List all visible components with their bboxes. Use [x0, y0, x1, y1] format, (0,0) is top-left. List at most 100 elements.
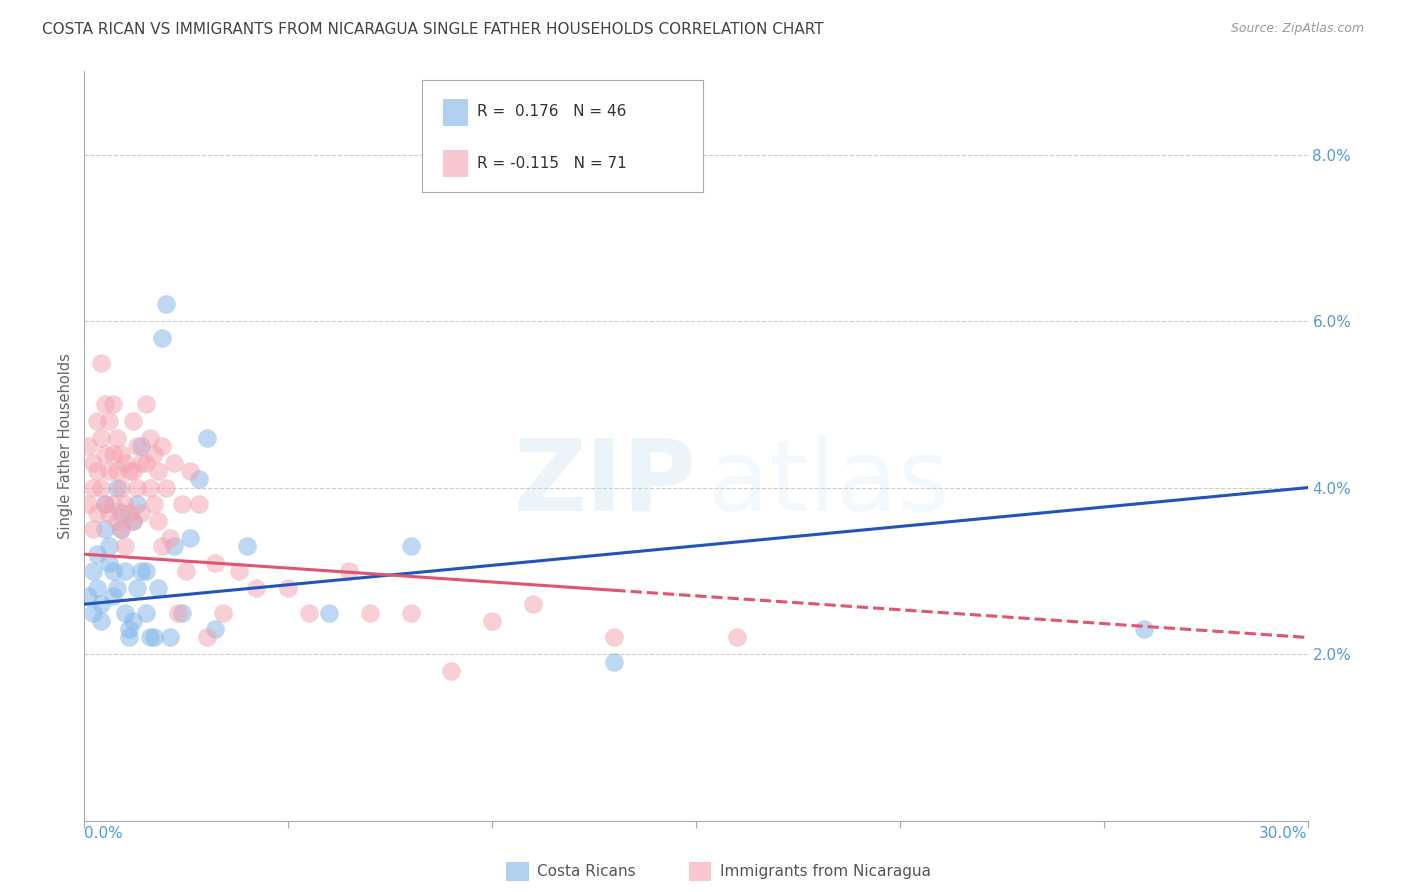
Point	[105, 431, 128, 445]
Point	[172, 606, 194, 620]
Point	[97, 506, 120, 520]
Point	[142, 447, 165, 461]
Point	[522, 597, 544, 611]
Point	[122, 614, 145, 628]
Point	[187, 497, 209, 511]
Point	[110, 447, 132, 461]
Point	[82, 606, 104, 620]
Point	[195, 431, 218, 445]
Point	[174, 564, 197, 578]
Point	[90, 356, 112, 370]
Text: 0.0%: 0.0%	[84, 826, 124, 841]
Point	[114, 539, 136, 553]
Point	[77, 589, 100, 603]
Point	[114, 497, 136, 511]
Point	[90, 614, 112, 628]
Point	[204, 622, 226, 636]
Point	[114, 456, 136, 470]
Point	[481, 614, 503, 628]
Point	[359, 606, 381, 620]
Point	[138, 431, 160, 445]
Text: Source: ZipAtlas.com: Source: ZipAtlas.com	[1230, 22, 1364, 36]
Point	[150, 539, 173, 553]
Point	[399, 539, 422, 553]
Point	[159, 631, 181, 645]
Point	[110, 522, 132, 536]
Point	[77, 439, 100, 453]
Point	[86, 414, 108, 428]
Point	[82, 481, 104, 495]
Point	[142, 631, 165, 645]
Point	[318, 606, 340, 620]
Point	[603, 656, 626, 670]
Point	[131, 456, 153, 470]
Point	[93, 397, 115, 411]
Point	[93, 522, 115, 536]
Point	[131, 506, 153, 520]
Point	[122, 464, 145, 478]
Point	[86, 464, 108, 478]
Point	[155, 481, 177, 495]
Point	[135, 606, 157, 620]
Point	[101, 564, 124, 578]
Point	[603, 631, 626, 645]
Point	[187, 472, 209, 486]
Point	[172, 497, 194, 511]
Point	[82, 522, 104, 536]
Point	[277, 581, 299, 595]
Point	[725, 631, 748, 645]
Point	[122, 414, 145, 428]
Point	[167, 606, 190, 620]
Point	[146, 514, 169, 528]
Point	[101, 447, 124, 461]
Text: R =  0.176   N = 46: R = 0.176 N = 46	[477, 104, 626, 119]
Point	[236, 539, 259, 553]
Text: atlas: atlas	[709, 435, 950, 532]
Point	[97, 556, 120, 570]
Point	[204, 556, 226, 570]
Point	[135, 456, 157, 470]
Point	[105, 464, 128, 478]
Point	[122, 514, 145, 528]
Point	[1133, 622, 1156, 636]
Text: 30.0%: 30.0%	[1260, 826, 1308, 841]
Point	[163, 539, 186, 553]
Point	[135, 397, 157, 411]
Point	[101, 397, 124, 411]
Point	[93, 497, 115, 511]
Point	[298, 606, 321, 620]
Y-axis label: Single Father Households: Single Father Households	[58, 353, 73, 539]
Text: R = -0.115   N = 71: R = -0.115 N = 71	[477, 156, 627, 170]
Point	[146, 581, 169, 595]
Point	[86, 547, 108, 561]
Point	[339, 564, 361, 578]
Point	[97, 414, 120, 428]
Text: Costa Ricans: Costa Ricans	[537, 864, 636, 879]
Point	[163, 456, 186, 470]
Point	[93, 497, 115, 511]
Point	[399, 606, 422, 620]
Point	[93, 447, 115, 461]
Point	[179, 464, 201, 478]
Point	[127, 481, 149, 495]
Point	[97, 464, 120, 478]
Point	[179, 531, 201, 545]
Text: ZIP: ZIP	[513, 435, 696, 532]
Point	[86, 581, 108, 595]
Point	[131, 564, 153, 578]
Point	[245, 581, 267, 595]
Point	[122, 514, 145, 528]
Point	[105, 581, 128, 595]
Point	[135, 564, 157, 578]
Point	[118, 506, 141, 520]
Point	[114, 606, 136, 620]
Point	[155, 297, 177, 311]
Point	[101, 589, 124, 603]
Point	[150, 439, 173, 453]
Point	[127, 497, 149, 511]
Point	[105, 514, 128, 528]
Point	[195, 631, 218, 645]
Point	[110, 522, 132, 536]
Point	[110, 506, 132, 520]
Point	[131, 439, 153, 453]
